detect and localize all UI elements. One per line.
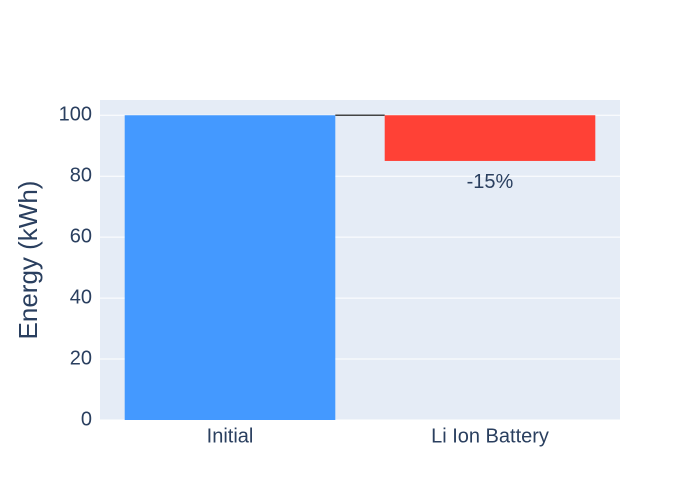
y-tick-label: 20: [70, 347, 92, 369]
x-tick-label: Initial: [207, 425, 254, 447]
bar: [124, 115, 336, 420]
y-tick-label: 80: [70, 164, 92, 186]
value-label: -15%: [467, 171, 514, 193]
bar: [384, 115, 596, 161]
y-tick-label: 40: [70, 286, 92, 308]
x-tick-label: Li Ion Battery: [431, 425, 549, 447]
y-tick-label: 100: [59, 104, 92, 126]
y-axis-title: Energy (kWh): [13, 181, 43, 340]
y-tick-label: 60: [70, 225, 92, 247]
y-tick-label: 0: [81, 408, 92, 430]
